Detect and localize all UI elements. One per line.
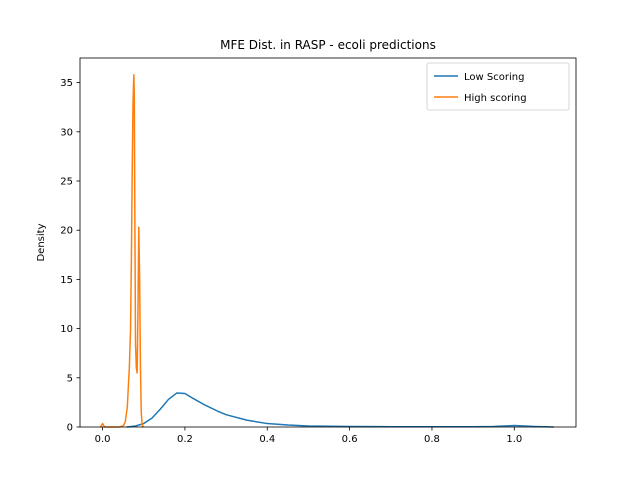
plot-frame xyxy=(79,57,577,428)
y-tick-label: 0 xyxy=(67,423,73,434)
x-tick-label: 1.0 xyxy=(506,434,522,445)
y-axis-title: Density xyxy=(36,223,47,261)
x-tick-label: 0.8 xyxy=(424,434,440,445)
legend: Low Scoring High scoring xyxy=(426,62,570,111)
y-tick-label: 35 xyxy=(60,78,73,89)
x-tick-label: 0.4 xyxy=(259,434,275,445)
legend-box xyxy=(426,62,570,111)
x-tick-label: 0.0 xyxy=(95,434,111,445)
legend-label-2: High scoring xyxy=(464,93,527,104)
y-tick-label: 20 xyxy=(60,226,73,237)
x-tick-label: 0.6 xyxy=(342,434,358,445)
x-tick-label: 0.2 xyxy=(177,434,193,445)
legend-label-1: Low Scoring xyxy=(464,72,524,83)
y-tick-label: 30 xyxy=(60,127,73,138)
y-tick-label: 10 xyxy=(60,324,73,335)
y-tick-label: 25 xyxy=(60,177,73,188)
y-tick-label: 5 xyxy=(67,373,73,384)
y-axis: 0 5 10 15 20 25 30 35 xyxy=(60,78,80,434)
x-axis: 0.0 0.2 0.4 0.6 0.8 1.0 xyxy=(95,427,522,445)
chart-title: MFE Dist. in RASP - ecoli predictions xyxy=(220,38,436,52)
y-tick-label: 15 xyxy=(60,275,73,286)
